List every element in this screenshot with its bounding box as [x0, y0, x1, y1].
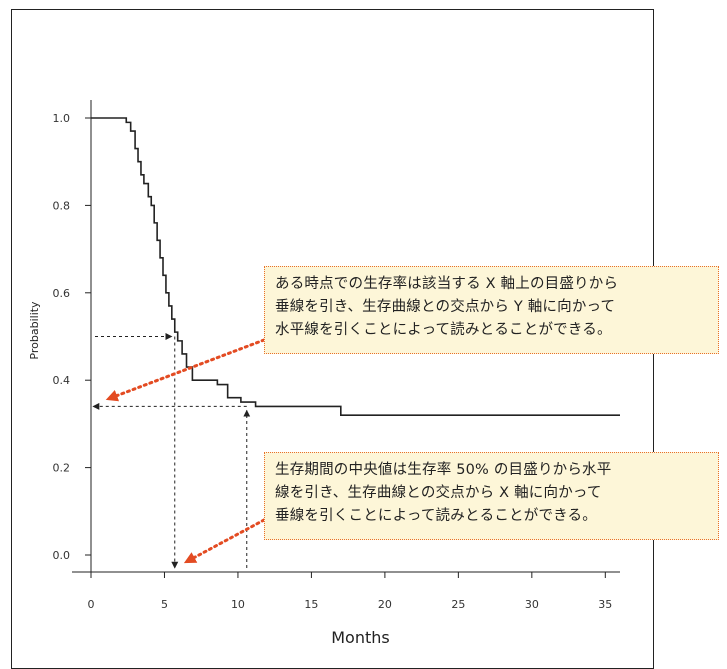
x-tick-label: 30 — [525, 598, 539, 611]
x-tick-label: 35 — [598, 598, 612, 611]
annotation-survival-at-time: ある時点での生存率は該当する X 軸上の目盛りから 垂線を引き、生存曲線との交点… — [264, 266, 719, 354]
y-tick-label: 1.0 — [53, 112, 71, 125]
x-tick-label: 20 — [378, 598, 392, 611]
annotation-line: 生存期間の中央値は生存率 50% の目盛りから水平 — [275, 462, 612, 478]
x-tick-label: 0 — [88, 598, 95, 611]
guide-lines — [92, 333, 251, 569]
survival-curve — [91, 117, 620, 416]
annotation-line: 垂線を引くことによって読みとることができる。 — [275, 508, 597, 524]
x-tick-label: 25 — [451, 598, 465, 611]
annotation-line: 水平線を引くことによって読みとることができる。 — [275, 322, 612, 338]
y-axis-label: Probability — [28, 301, 41, 360]
annotation-line: 線を引き、生存曲線との交点から X 軸に向かって — [275, 485, 602, 501]
y-tick-label: 0.4 — [53, 374, 71, 387]
annotation-line: ある時点での生存率は該当する X 軸上の目盛りから — [275, 276, 619, 292]
y-tick-label: 0.0 — [53, 549, 71, 562]
x-tick-label: 15 — [304, 598, 318, 611]
annotation-median-survival: 生存期間の中央値は生存率 50% の目盛りから水平 線を引き、生存曲線との交点か… — [264, 452, 719, 540]
axes: 0.0 0.2 0.4 0.6 0.8 1.0 0 5 10 15 20 25 30 35 — [53, 100, 620, 611]
y-tick-label: 0.8 — [53, 199, 71, 212]
y-tick-label: 0.6 — [53, 287, 71, 300]
x-axis-label: Months — [331, 628, 389, 647]
y-tick-label: 0.2 — [53, 462, 71, 475]
callout-arrow-median — [183, 518, 266, 564]
annotation-arrows — [105, 338, 266, 564]
x-tick-label: 5 — [161, 598, 168, 611]
annotation-line: 垂線を引き、生存曲線との交点から Y 軸に向かって — [275, 299, 616, 315]
x-tick-label: 10 — [231, 598, 245, 611]
series — [91, 117, 620, 416]
callout-arrow-survival — [105, 338, 266, 402]
